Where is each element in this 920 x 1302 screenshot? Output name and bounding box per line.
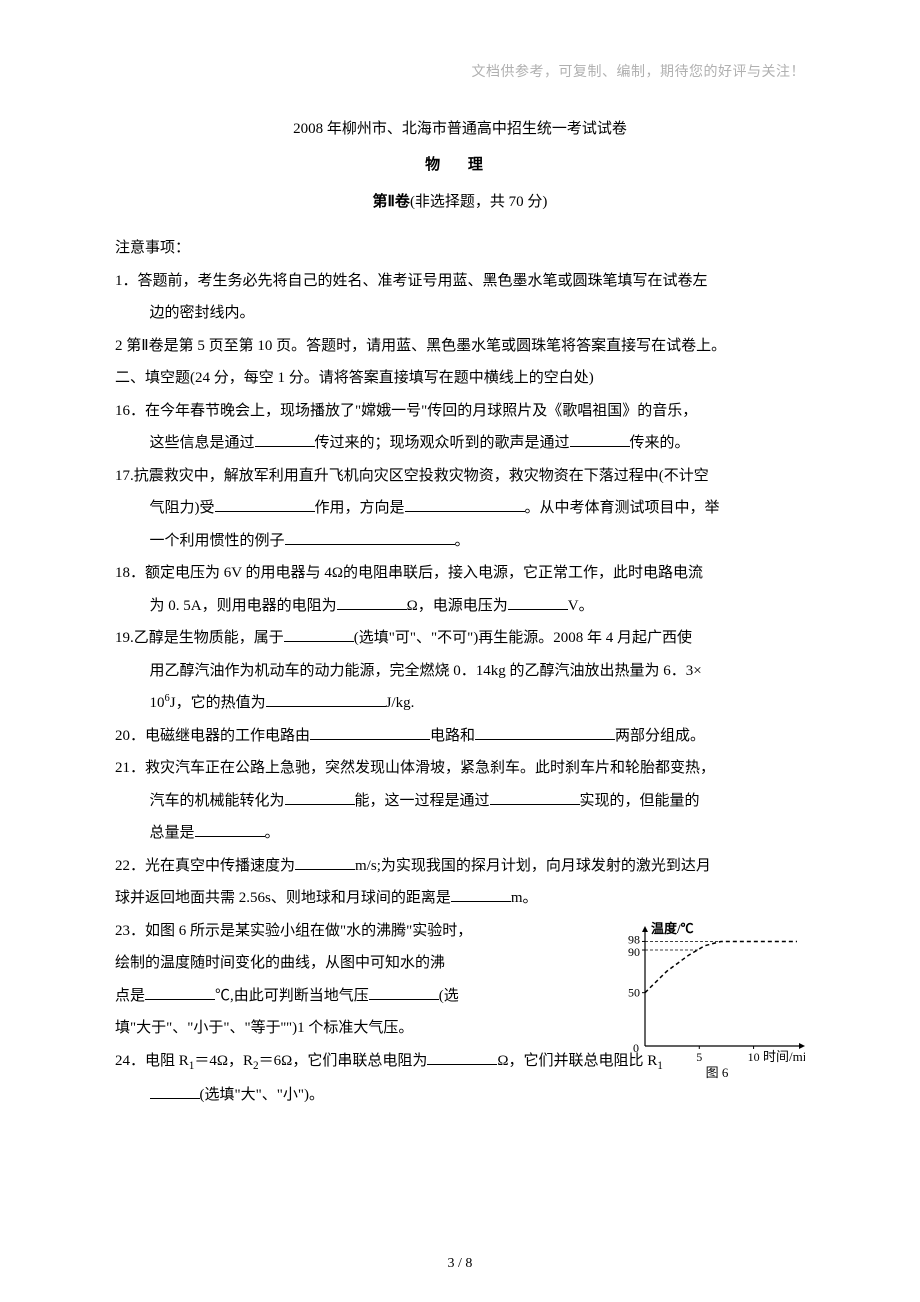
q22-b1: 球并返回地面共需 2.56s、则地球和月球间的距离是	[115, 890, 451, 906]
q21-b3: 实现的，但能量的	[580, 793, 700, 809]
q19-line3: 106J，它的热值为J/kg.	[115, 689, 805, 718]
instruction-2: 2 第Ⅱ卷是第 5 页至第 10 页。答题时，请用蓝、黑色墨水笔或圆珠笔将答案直…	[115, 332, 805, 361]
q16-line2: 这些信息是通过 传过来的；现场观众听到的歌声是通过 传来的。	[115, 429, 805, 458]
blank	[405, 497, 525, 512]
svg-text:50: 50	[628, 986, 640, 1000]
q19-c2: J/kg.	[386, 695, 415, 711]
q21-c1: 总量是	[150, 825, 195, 841]
q17-b1: 气阻力)受	[150, 500, 215, 516]
svg-text:5: 5	[696, 1050, 702, 1064]
blank	[285, 530, 455, 545]
q17-c1: 一个利用惯性的例子	[150, 533, 285, 549]
blank	[451, 887, 511, 902]
blank	[475, 725, 615, 740]
q18-line1: 18．额定电压为 6V 的用电器与 4Ω的电阻串联后，接入电源，它正常工作，此时…	[115, 559, 805, 588]
blank	[490, 790, 580, 805]
q22-line1: 22．光在真空中传播速度为 m/s;为实现我国的探月计划，向月球发射的激光到达月	[115, 852, 805, 881]
q22-a1: 22．光在真空中传播速度为	[115, 858, 295, 874]
q23-c3: (选	[439, 988, 459, 1004]
blank	[266, 692, 386, 707]
q20-3: 两部分组成。	[615, 728, 705, 744]
q24-a-pre: 24．电阻 R	[115, 1053, 189, 1069]
blank	[255, 432, 315, 447]
blank	[150, 1084, 200, 1099]
q19-a2: (选填"可"、"不可")再生能源。2008 年 4 月起广西使	[354, 630, 692, 646]
blank	[285, 790, 355, 805]
q17-b3: 。从中考体育测试项目中，举	[525, 500, 720, 516]
part-rest: (非选择题，共 70 分)	[410, 194, 548, 210]
blank	[215, 497, 315, 512]
q22-b2: m。	[511, 890, 538, 906]
q18-b3: V。	[568, 598, 594, 614]
page-title: 2008 年柳州市、北海市普通高中招生统一考试试卷	[115, 115, 805, 144]
blank	[337, 595, 407, 610]
svg-text:10: 10	[748, 1050, 760, 1064]
q17-line1: 17.抗震救灾中，解放军利用直升飞机向灾区空投救灾物资，救灾物资在下落过程中(不…	[115, 462, 805, 491]
svg-text:0: 0	[633, 1041, 639, 1055]
blank	[145, 985, 215, 1000]
q23-c2: ℃,由此可判断当地气压	[215, 988, 369, 1004]
q16-b3: 传来的。	[630, 435, 690, 451]
q18-line2: 为 0. 5A，则用电器的电阻为 Ω，电源电压为 V。	[115, 592, 805, 621]
q20-1: 20．电磁继电器的工作电路由	[115, 728, 310, 744]
q24-line2: (选填"大"、"小")。	[115, 1081, 805, 1110]
q19-line2: 用乙醇汽油作为机动车的动力能源，完全燃烧 0．14kg 的乙醇汽油放出热量为 6…	[115, 657, 805, 686]
q21-b1: 汽车的机械能转化为	[150, 793, 285, 809]
blank	[427, 1050, 497, 1065]
q18-b1: 为 0. 5A，则用电器的电阻为	[150, 598, 337, 614]
q16-line1: 16．在今年春节晚会上，现场播放了"嫦娥一号"传回的月球照片及《歌唱祖国》的音乐…	[115, 397, 805, 426]
q17-c2: 。	[455, 533, 470, 549]
q17-line2: 气阻力)受 作用，方向是 。从中考体育测试项目中，举	[115, 494, 805, 523]
blank	[195, 822, 265, 837]
svg-text:温度/℃: 温度/℃	[651, 921, 694, 936]
svg-text:图 6: 图 6	[706, 1065, 729, 1080]
q19-a1: 19.乙醇是生物质能，属于	[115, 630, 284, 646]
q24-a-mid: ＝4Ω，R	[194, 1053, 253, 1069]
blank	[570, 432, 630, 447]
q22-a2: m/s;为实现我国的探月计划，向月球发射的激光到达月	[355, 858, 711, 874]
q16-b2: 传过来的；现场观众听到的歌声是通过	[315, 435, 570, 451]
q20-2: 电路和	[430, 728, 475, 744]
q19-c-pre: 10	[150, 695, 165, 711]
page-footer: 3 / 8	[0, 1251, 920, 1278]
q23-c1: 点是	[115, 988, 145, 1004]
q22-line2: 球并返回地面共需 2.56s、则地球和月球间的距离是 m。	[115, 884, 805, 913]
chart-svg: 9890500510温度/℃时间/min图 6	[605, 920, 805, 1080]
instruction-1b: 边的密封线内。	[115, 299, 805, 328]
header-note: 文档供参考，可复制、编制，期待您的好评与关注！	[115, 60, 805, 87]
part-title: 第Ⅱ卷(非选择题，共 70 分)	[115, 188, 805, 217]
instruction-1a: 1．答题前，考生务必先将自己的姓名、准考证号用蓝、黑色墨水笔或圆珠笔填写在试卷左	[115, 267, 805, 296]
q21-line3: 总量是 。	[115, 819, 805, 848]
blank	[295, 855, 355, 870]
q21-line2: 汽车的机械能转化为 能，这一过程是通过 实现的，但能量的	[115, 787, 805, 816]
blank	[310, 725, 430, 740]
section2-heading: 二、填空题(24 分，每空 1 分。请将答案直接填写在题中横线上的空白处)	[115, 364, 805, 393]
svg-text:90: 90	[628, 945, 640, 959]
q21-b2: 能，这一过程是通过	[355, 793, 490, 809]
q21-c2: 。	[265, 825, 280, 841]
svg-text:时间/min: 时间/min	[763, 1049, 805, 1064]
q24-b2: (选填"大"、"小")。	[200, 1087, 324, 1103]
q20-line: 20．电磁继电器的工作电路由 电路和 两部分组成。	[115, 722, 805, 751]
blank	[508, 595, 568, 610]
q17-line3: 一个利用惯性的例子 。	[115, 527, 805, 556]
blank	[369, 985, 439, 1000]
q18-b2: Ω，电源电压为	[407, 598, 508, 614]
q19-line1: 19.乙醇是生物质能，属于 (选填"可"、"不可")再生能源。2008 年 4 月…	[115, 624, 805, 653]
q24-a-post: ＝6Ω，它们串联总电阻为	[259, 1053, 428, 1069]
instructions-heading: 注意事项：	[115, 234, 805, 263]
subject-title: 物 理	[115, 151, 805, 180]
figure-6-chart: 9890500510温度/℃时间/min图 6	[605, 920, 805, 1080]
part-bold: 第Ⅱ卷	[373, 194, 410, 210]
q19-c-post: J，它的热值为	[170, 695, 266, 711]
q17-b2: 作用，方向是	[315, 500, 405, 516]
blank	[284, 627, 354, 642]
q21-line1: 21．救灾汽车正在公路上急驰，突然发现山体滑坡，紧急刹车。此时刹车片和轮胎都变热…	[115, 754, 805, 783]
q16-b1: 这些信息是通过	[150, 435, 255, 451]
